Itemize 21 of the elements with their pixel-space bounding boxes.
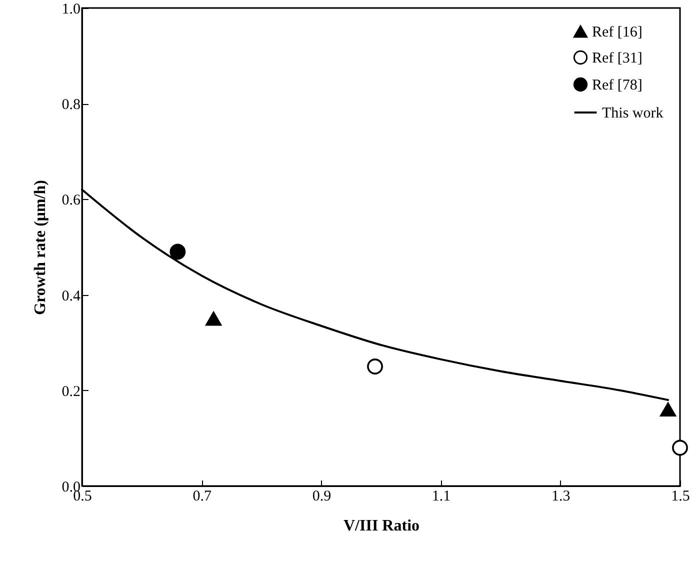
x-tick-label: 0.9 [312, 488, 332, 504]
y-tick-label: 0.8 [62, 97, 80, 114]
point [660, 402, 676, 417]
x-tick-label: 1.1 [432, 488, 451, 504]
point [206, 312, 222, 326]
y-axis-title: Growth rate (μm/h) [32, 180, 49, 315]
y-tick-label: 0.6 [62, 192, 81, 209]
x-tick-label: 1.3 [552, 488, 570, 504]
y-tick-label: 1.0 [62, 2, 80, 18]
point [672, 440, 688, 456]
legend-label: Ref [78] [592, 78, 642, 94]
legend-label: Ref [31] [592, 50, 642, 66]
y-tick-label: 0.4 [62, 288, 81, 304]
legend-label: This work [602, 106, 664, 122]
x-axis-title: V/III Ratio [343, 518, 420, 534]
legend-label: Ref [16] [592, 24, 642, 40]
point [367, 358, 383, 374]
x-tick-label: 1.5 [671, 488, 690, 504]
point [170, 244, 186, 260]
x-tick-label: 0.7 [192, 488, 212, 504]
y-tick-label: 0.2 [62, 384, 80, 400]
